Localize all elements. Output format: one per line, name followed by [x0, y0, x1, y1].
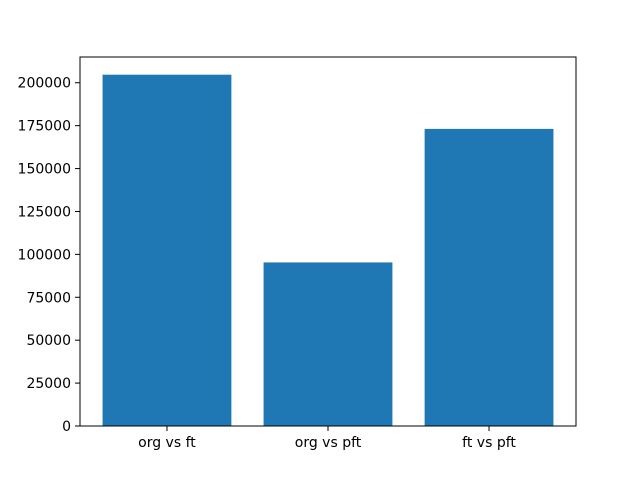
- x-tick-label-0: org vs ft: [138, 435, 196, 451]
- bar-2: [424, 128, 554, 426]
- y-tick-label-0: 0: [62, 419, 71, 435]
- x-tick-label-1: org vs pft: [295, 435, 362, 451]
- bar-0: [102, 74, 232, 427]
- bar-1: [263, 262, 393, 426]
- y-tick-label-8: 200000: [18, 76, 71, 92]
- y-tick-label-3: 75000: [26, 290, 71, 306]
- y-tick-label-6: 150000: [18, 162, 71, 178]
- y-tick-label-2: 50000: [26, 333, 71, 349]
- y-tick-label-4: 100000: [18, 247, 71, 263]
- x-tick-label-2: ft vs pft: [462, 435, 516, 451]
- y-tick-label-5: 125000: [18, 204, 71, 220]
- y-tick-label-1: 25000: [26, 376, 71, 392]
- y-tick-label-7: 175000: [18, 119, 71, 135]
